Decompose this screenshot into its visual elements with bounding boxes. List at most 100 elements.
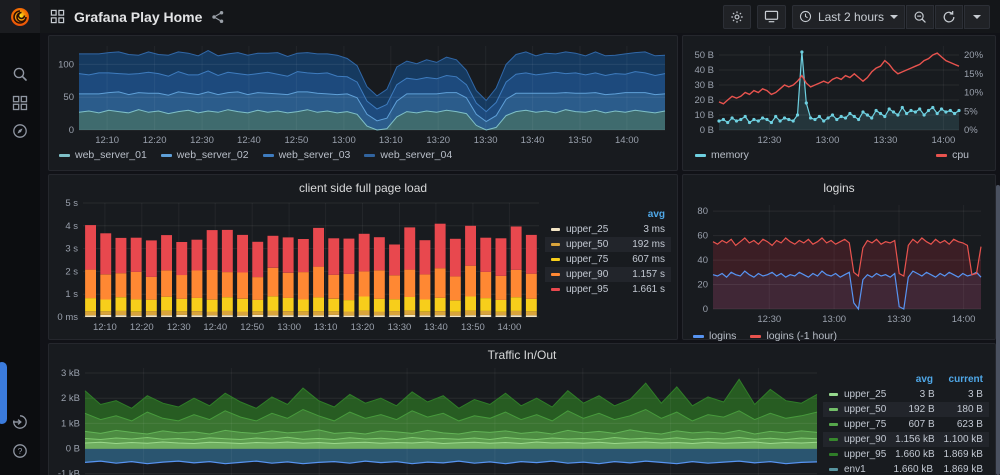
legend-item[interactable]: upper_951.660 kB1.869 kB: [823, 447, 989, 462]
svg-text:13:50: 13:50: [461, 322, 485, 333]
apps-grid-icon[interactable]: [50, 9, 65, 24]
legend-header: avg: [545, 207, 671, 222]
memory-cpu-legend: memory cpu: [683, 146, 995, 164]
web-servers-legend: web_server_01 web_server_02 web_server_03 w…: [49, 146, 677, 164]
svg-text:3 kB: 3 kB: [61, 368, 80, 379]
svg-text:13:30: 13:30: [874, 135, 898, 146]
svg-text:50: 50: [63, 92, 74, 103]
svg-text:13:30: 13:30: [388, 322, 412, 333]
legend-item[interactable]: cpu: [936, 149, 969, 161]
svg-text:13:00: 13:00: [332, 135, 356, 146]
svg-text:13:00: 13:00: [277, 322, 301, 333]
svg-text:50 B: 50 B: [694, 50, 714, 61]
svg-text:100: 100: [58, 59, 74, 70]
series-color-swatch: [551, 258, 560, 261]
legend-item[interactable]: web_server_03: [263, 149, 351, 161]
svg-text:30 B: 30 B: [694, 80, 714, 91]
series-color-swatch: [750, 335, 761, 338]
svg-text:13:10: 13:10: [314, 322, 338, 333]
dashboards-icon[interactable]: [12, 95, 28, 111]
grafana-logo[interactable]: [0, 0, 40, 33]
svg-text:13:30: 13:30: [474, 135, 498, 146]
refresh-button[interactable]: [935, 5, 963, 29]
sign-in-icon[interactable]: [12, 414, 28, 430]
dashboard-settings-button[interactable]: [723, 5, 751, 29]
panel-title[interactable]: logins: [683, 175, 995, 197]
logins-chart[interactable]: 02040608012:3013:0013:3014:00: [687, 197, 989, 327]
legend-item[interactable]: upper_253 B3 B: [823, 387, 989, 402]
series-color-swatch: [693, 335, 704, 338]
svg-text:4 s: 4 s: [65, 221, 78, 232]
legend-item[interactable]: upper_75607 B623 B: [823, 417, 989, 432]
dashboard-canvas: 0 50 100 12:10 12:20 12:30 12:40 12:50 13:00 13:1…: [40, 33, 1000, 475]
svg-text:10%: 10%: [964, 88, 984, 99]
memory-cpu-chart[interactable]: 0 B10 B20 B30 B40 B50 B0%5%10%15%20%12:3…: [687, 40, 989, 146]
svg-text:12:30: 12:30: [757, 314, 781, 325]
svg-text:13:40: 13:40: [424, 322, 448, 333]
svg-text:12:40: 12:40: [203, 322, 227, 333]
series-color-swatch: [829, 408, 838, 411]
svg-text:14:00: 14:00: [952, 314, 976, 325]
panel-title[interactable]: Traffic In/Out: [49, 344, 995, 364]
panel-title[interactable]: client side full page load: [49, 175, 677, 197]
series-color-swatch: [829, 393, 838, 396]
svg-text:10 B: 10 B: [694, 110, 714, 121]
legend-item[interactable]: upper_50192 ms: [545, 237, 671, 252]
svg-text:40 B: 40 B: [694, 65, 714, 76]
search-icon[interactable]: [12, 66, 28, 82]
svg-text:12:40: 12:40: [237, 135, 261, 146]
svg-text:12:50: 12:50: [285, 135, 309, 146]
svg-text:14:00: 14:00: [932, 135, 956, 146]
legend-item[interactable]: upper_951.661 s: [545, 282, 671, 297]
svg-text:12:20: 12:20: [130, 322, 154, 333]
time-range-picker[interactable]: Last 2 hours: [792, 5, 905, 29]
svg-text:12:10: 12:10: [95, 135, 119, 146]
dashboard-scrollbar[interactable]: [996, 185, 1000, 475]
svg-text:0 B: 0 B: [700, 125, 714, 136]
legend-item[interactable]: web_server_01: [59, 149, 147, 161]
series-color-swatch: [364, 154, 375, 157]
svg-text:2 kB: 2 kB: [61, 393, 80, 404]
refresh-interval-dropdown[interactable]: [964, 5, 990, 29]
legend-item[interactable]: upper_901.156 kB1.100 kB: [823, 432, 989, 447]
legend-item[interactable]: env11.660 kB1.869 kB: [823, 462, 989, 475]
page-load-chart[interactable]: 0 ms1 s2 s3 s4 s5 s12:1012:2012:3012:401…: [53, 197, 545, 337]
svg-text:12:50: 12:50: [240, 322, 264, 333]
dashboard-title[interactable]: Grafana Play Home: [74, 9, 202, 25]
svg-text:0 ms: 0 ms: [57, 312, 78, 323]
clock-icon: [799, 10, 812, 23]
panel-page-load: client side full page load 0 ms1 s2 s3 s…: [48, 174, 678, 340]
legend-item[interactable]: web_server_02: [161, 149, 249, 161]
svg-text:0: 0: [69, 125, 74, 136]
traffic-chart[interactable]: 3 kB2 kB1 kB0 B-1 kB-2 kB: [53, 364, 823, 475]
svg-text:60: 60: [697, 231, 708, 242]
svg-text:12:30: 12:30: [190, 135, 214, 146]
svg-text:14:00: 14:00: [497, 322, 521, 333]
tv-monitor-icon: [764, 10, 779, 23]
share-icon[interactable]: [211, 10, 225, 24]
help-icon[interactable]: ?: [12, 443, 28, 459]
svg-text:2 s: 2 s: [65, 266, 78, 277]
svg-text:0 B: 0 B: [66, 444, 80, 455]
legend-item[interactable]: logins: [693, 330, 736, 342]
gear-icon: [730, 10, 744, 24]
legend-item[interactable]: upper_901.157 s: [545, 267, 671, 282]
grafana-app: ? Grafana Play Home: [0, 0, 1000, 475]
legend-item[interactable]: memory: [695, 149, 749, 161]
traffic-legend: avgcurrentupper_253 B3 Bupper_50192 B180…: [823, 364, 989, 475]
cycle-view-mode-button[interactable]: [757, 5, 786, 29]
svg-text:13:10: 13:10: [379, 135, 403, 146]
legend-item[interactable]: upper_253 ms: [545, 222, 671, 237]
legend-item[interactable]: upper_50192 B180 B: [823, 402, 989, 417]
web-servers-chart[interactable]: 05010012:1012:2012:3012:4012:5013:0013:1…: [53, 40, 671, 146]
legend-item[interactable]: web_server_04: [364, 149, 452, 161]
svg-text:-1 kB: -1 kB: [58, 469, 80, 475]
zoom-out-time-button[interactable]: [906, 5, 934, 29]
series-color-swatch: [695, 154, 706, 157]
series-color-swatch: [263, 154, 274, 157]
legend-item[interactable]: upper_75607 ms: [545, 252, 671, 267]
svg-text:40: 40: [697, 255, 708, 266]
explore-compass-icon[interactable]: [12, 123, 28, 139]
legend-item[interactable]: logins (-1 hour): [750, 330, 837, 342]
svg-text:0: 0: [703, 304, 708, 315]
